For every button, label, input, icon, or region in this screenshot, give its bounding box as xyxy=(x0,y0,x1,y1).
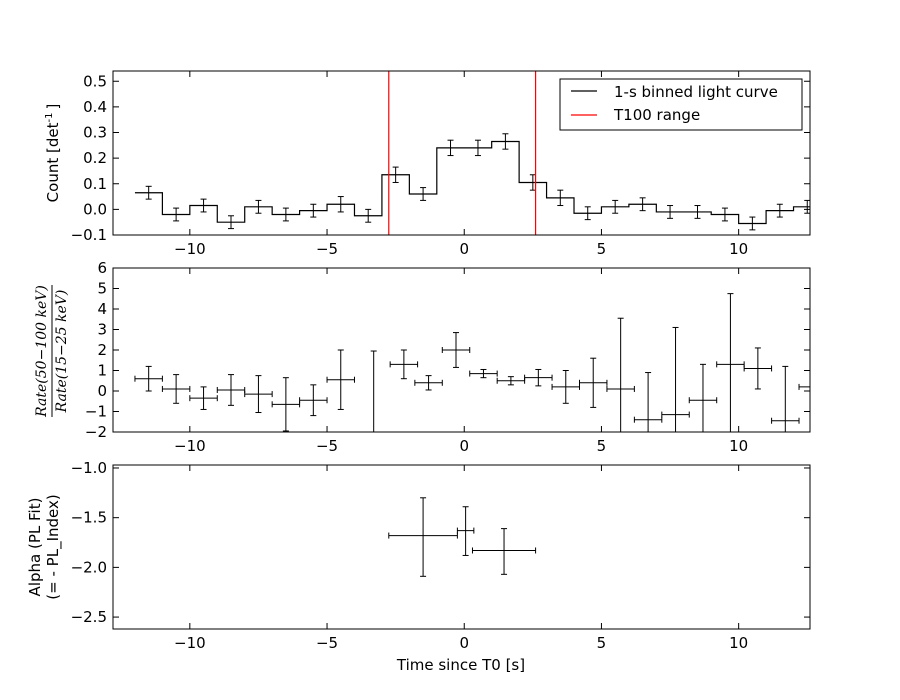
light-curve-y-tick-label: 0.1 xyxy=(83,175,107,193)
light-curve-y-tick-label: 0.3 xyxy=(83,124,107,142)
light-curve-y-tick-label: 0.5 xyxy=(83,72,107,90)
hardness-ratio-y-tick-label: 0 xyxy=(97,382,107,400)
photon-index-axes-frame xyxy=(112,464,811,630)
light-curve-x-tick-label: 0 xyxy=(459,240,469,258)
photon-index-x-tick-label: 10 xyxy=(729,634,748,652)
hardness-ratio-y-tick-label: −2 xyxy=(85,423,107,441)
hardness-ratio-y-label-numerator: Rate(50−100 keV) xyxy=(34,285,50,418)
hardness-ratio-y-axis-label: Rate(50−100 keV) Rate(15−25 keV) xyxy=(34,285,70,418)
photon-index-x-tick-label: −10 xyxy=(174,634,206,652)
light-curve-axes-frame xyxy=(112,70,811,236)
legend: 1-s binned light curve T100 range xyxy=(559,78,803,131)
hardness-ratio-y-tick-label: 2 xyxy=(97,341,107,359)
hardness-ratio-y-tick-label: 5 xyxy=(97,280,107,298)
hardness-ratio-plot-area xyxy=(134,293,810,432)
photon-index-x-tick-label: −5 xyxy=(316,634,338,652)
photon-index-plot-area xyxy=(388,497,537,577)
light-curve-plot-area xyxy=(134,71,810,235)
hardness-ratio-y-tick-label: 6 xyxy=(97,259,107,277)
hardness-ratio-y-tick-label: 3 xyxy=(97,321,107,339)
photon-index-x-tick-label: 5 xyxy=(597,634,607,652)
photon-index-y-label-line2: (= - PL_Index) xyxy=(44,494,63,599)
photon-index-y-tick-label: −1.5 xyxy=(71,509,107,527)
photon-index-ticks: −10 −5 0 5 10 −2.5 −2.0 −1.5 −1.0 xyxy=(71,459,810,652)
hardness-ratio-y-tick-label: −1 xyxy=(85,403,107,421)
light-curve-ticks: −10 −5 0 5 10 −0.1 0.0 0.1 0.2 0.3 0.4 0.5 xyxy=(71,71,810,258)
photon-index-y-tick-label: −2.0 xyxy=(71,558,107,576)
legend-box xyxy=(559,78,803,131)
light-curve-y-tick-label: 0.2 xyxy=(83,149,107,167)
light-curve-y-tick-label: 0.0 xyxy=(83,200,107,218)
light-curve-y-axis-label: Count [det-1] xyxy=(44,104,62,203)
light-curve-y-tick-label: 0.4 xyxy=(83,98,107,116)
photon-index-x-tick-label: 0 xyxy=(459,634,469,652)
hardness-ratio-y-tick-label: 4 xyxy=(97,300,107,318)
x-axis-label: Time since T0 [s] xyxy=(396,656,525,674)
hardness-ratio-x-tick-label: −10 xyxy=(174,437,206,455)
hardness-ratio-x-tick-label: 5 xyxy=(597,437,607,455)
photon-index-y-tick-label: −2.5 xyxy=(71,608,107,626)
hardness-ratio-x-tick-label: 10 xyxy=(729,437,748,455)
hardness-ratio-x-tick-label: −5 xyxy=(316,437,338,455)
hardness-ratio-x-tick-label: 0 xyxy=(459,437,469,455)
light-curve-x-tick-label: 10 xyxy=(729,240,748,258)
hardness-ratio-y-label-denominator: Rate(15−25 keV) xyxy=(54,290,70,414)
light-curve-y-tick-label: −0.1 xyxy=(71,226,107,244)
hardness-ratio-data-marks xyxy=(134,293,810,432)
light-curve-x-tick-label: −10 xyxy=(174,240,206,258)
panel-light-curve: −10 −5 0 5 10 −0.1 0.0 0.1 0.2 0.3 0.4 0.5 Count [d… xyxy=(44,70,811,258)
legend-label-light-curve: 1-s binned light curve xyxy=(614,83,778,101)
light-curve-data-marks xyxy=(134,71,810,235)
hardness-ratio-y-tick-label: 1 xyxy=(97,362,107,380)
light-curve-x-tick-label: 5 xyxy=(597,240,607,258)
photon-index-y-label-line1: Alpha (PL Fit) xyxy=(26,498,44,597)
photon-index-data-marks xyxy=(388,497,537,577)
light-curve-x-tick-label: −5 xyxy=(316,240,338,258)
photon-index-y-tick-label: −1.0 xyxy=(71,459,107,477)
legend-label-t100: T100 range xyxy=(613,106,700,124)
panel-photon-index: −10 −5 0 5 10 −2.5 −2.0 −1.5 −1.0 Alpha (PL Fit)… xyxy=(26,459,811,674)
